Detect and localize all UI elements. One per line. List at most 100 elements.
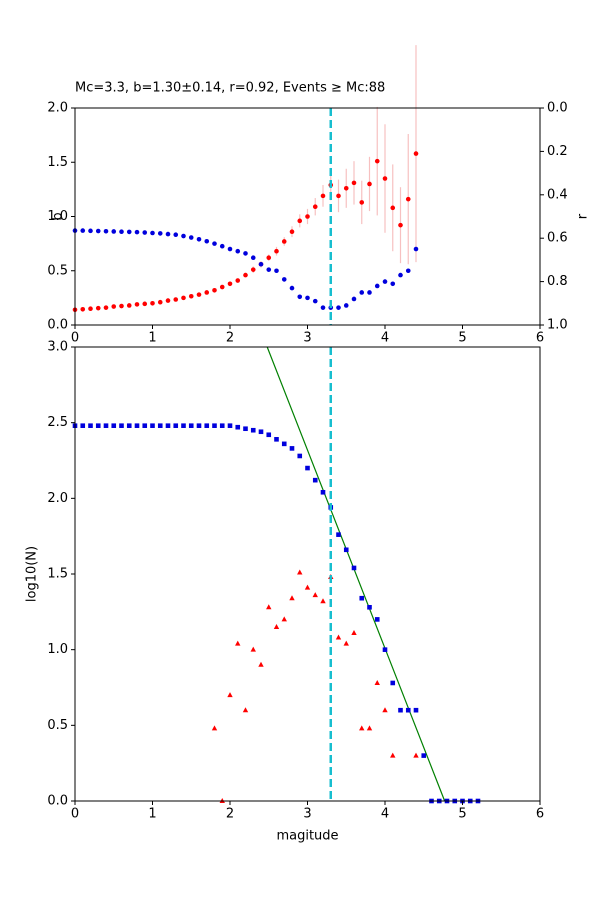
point (134, 229, 140, 235)
point (289, 446, 295, 451)
point (235, 278, 241, 283)
point (374, 679, 380, 685)
point (142, 301, 148, 307)
x-tick-label: 2 (226, 807, 234, 822)
point (204, 238, 210, 244)
y2-tick-label: 0.8 (547, 274, 568, 289)
point (281, 441, 287, 447)
point (297, 569, 303, 575)
plot-frame (74, 346, 541, 802)
point (304, 584, 311, 590)
point (103, 423, 109, 428)
point (281, 616, 287, 622)
chart-title: Mc=3.3, b=1.30±0.14, r=0.92, Events ≥ Mc… (75, 81, 385, 96)
point (165, 298, 171, 303)
x-tick-label: 3 (303, 331, 311, 346)
point (157, 231, 163, 236)
point (405, 268, 411, 274)
point (320, 598, 326, 604)
point (181, 295, 186, 301)
point (398, 222, 403, 228)
point (281, 277, 287, 282)
point (312, 204, 318, 210)
point (211, 725, 218, 731)
point (366, 725, 373, 731)
y-tick-label: 1.5 (47, 567, 68, 582)
point (398, 707, 403, 713)
y-tick-label: 2.0 (47, 101, 68, 116)
point (413, 707, 419, 713)
point (343, 185, 349, 191)
point (219, 243, 225, 249)
point (250, 255, 256, 261)
point (390, 205, 396, 211)
point (181, 233, 186, 239)
point (351, 565, 357, 571)
point (398, 272, 403, 278)
point (250, 646, 256, 652)
point (266, 255, 272, 261)
point (80, 423, 86, 428)
point (181, 423, 186, 428)
point (274, 248, 279, 254)
y-tick-label: 0.5 (47, 263, 68, 278)
point (88, 423, 93, 428)
point (142, 423, 148, 428)
point (359, 290, 365, 295)
point (413, 752, 419, 758)
point (312, 592, 318, 598)
y-tick-label: 3.0 (47, 340, 68, 355)
point (188, 293, 194, 299)
point (382, 176, 388, 181)
point (103, 305, 109, 310)
x-tick-label: 2 (226, 331, 234, 346)
point (382, 707, 388, 713)
point (390, 680, 396, 686)
point (95, 305, 101, 311)
x-tick-label: 0 (71, 331, 79, 346)
point (274, 268, 279, 274)
point (126, 423, 132, 428)
point (312, 477, 318, 483)
x-tick-label: 4 (381, 331, 389, 346)
point (227, 692, 233, 698)
point (212, 287, 217, 293)
x-tick-label: 5 (458, 331, 466, 346)
point (235, 424, 241, 430)
point (242, 707, 249, 713)
point (173, 423, 179, 428)
y-tick-label: 1.0 (47, 209, 68, 224)
fit-line (266, 346, 446, 802)
point (219, 284, 225, 290)
point (88, 306, 93, 312)
point (111, 229, 117, 234)
point (266, 267, 272, 272)
point (173, 297, 179, 302)
point (289, 595, 295, 601)
y2-axis-label: r (576, 213, 591, 219)
x-tick-label: 0 (71, 807, 79, 822)
point (421, 753, 427, 758)
x-tick-label: 1 (148, 807, 156, 822)
point (359, 725, 365, 731)
point (297, 218, 303, 224)
point (281, 239, 287, 244)
y-tick-label: 0.5 (47, 718, 68, 733)
point (95, 228, 101, 234)
x-tick-label: 3 (303, 807, 311, 822)
point (343, 303, 349, 308)
point (320, 489, 326, 495)
point (258, 661, 264, 667)
point (243, 426, 248, 432)
point (119, 303, 124, 309)
point (367, 181, 372, 187)
point (243, 251, 248, 256)
point (336, 305, 341, 310)
point (204, 423, 210, 428)
x-tick-label: 6 (536, 807, 544, 822)
y-tick-label: 2.0 (47, 491, 68, 506)
point (150, 423, 155, 428)
point (273, 623, 280, 629)
point (142, 230, 148, 235)
y-tick-label: 2.5 (47, 415, 68, 430)
